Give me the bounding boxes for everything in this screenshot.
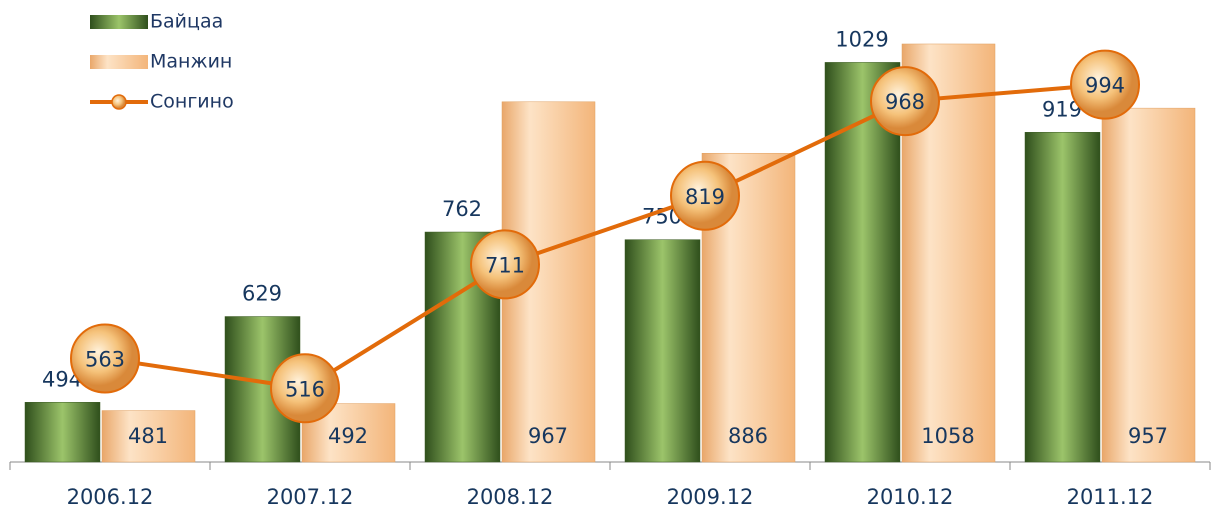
- data-label: 968: [885, 90, 925, 114]
- x-tick-label: 2006.12: [67, 485, 154, 509]
- data-label: 481: [128, 424, 168, 448]
- legend-label: Манжин: [150, 51, 232, 73]
- x-tick-label: 2011.12: [1067, 485, 1154, 509]
- data-label: 994: [1085, 74, 1125, 98]
- legend-label: Сонгино: [150, 91, 234, 113]
- data-label: 563: [85, 347, 125, 371]
- data-label: 629: [242, 282, 282, 306]
- legend-swatch: [90, 15, 148, 29]
- x-tick-label: 2010.12: [867, 485, 954, 509]
- bar: [625, 240, 700, 462]
- data-label: 886: [728, 424, 768, 448]
- x-tick-label: 2009.12: [667, 485, 754, 509]
- x-tick-label: 2008.12: [467, 485, 554, 509]
- data-label: 957: [1128, 424, 1168, 448]
- data-label: 492: [328, 424, 368, 448]
- legend-label: Байцаа: [150, 11, 223, 33]
- chart: БайцааМанжинСонгино 2006.124944812007.12…: [0, 0, 1216, 509]
- legend: Байцаа Манжин Сонгино: [90, 11, 234, 113]
- data-label: 516: [285, 377, 325, 401]
- legend-swatch: [112, 95, 126, 109]
- bar: [1025, 132, 1100, 462]
- data-label: 762: [442, 197, 482, 221]
- legend-swatch: [90, 55, 148, 69]
- data-label: 1029: [835, 27, 888, 51]
- data-label: 967: [528, 424, 568, 448]
- data-label: 819: [685, 185, 725, 209]
- bar: [25, 402, 100, 462]
- x-tick-label: 2007.12: [267, 485, 354, 509]
- data-label: 711: [485, 253, 525, 277]
- data-label: 1058: [921, 424, 974, 448]
- bar: [1102, 108, 1195, 462]
